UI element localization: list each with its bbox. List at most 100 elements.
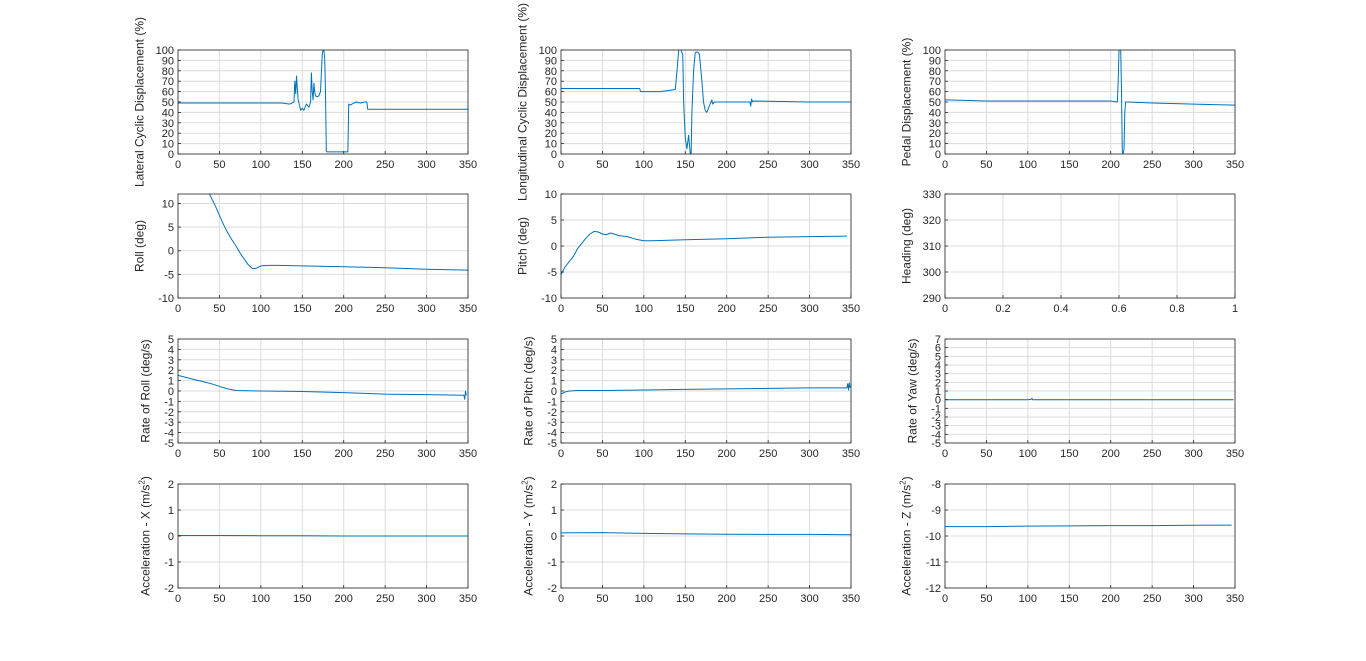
x-tick-label: 250 bbox=[759, 448, 777, 460]
series-line bbox=[561, 50, 851, 154]
x-tick-label: 0.8 bbox=[1169, 303, 1184, 315]
x-tick-label: 1 bbox=[1232, 303, 1238, 315]
y-tick-label: 330 bbox=[923, 189, 941, 201]
y-tick-label: -5 bbox=[164, 269, 174, 281]
x-tick-label: 50 bbox=[213, 303, 225, 315]
y-axis-label: Roll (deg) bbox=[132, 220, 146, 272]
x-tick-label: 200 bbox=[1102, 448, 1120, 460]
y-tick-label: 50 bbox=[162, 97, 174, 109]
y-tick-label: -5 bbox=[164, 438, 174, 450]
x-tick-label: 300 bbox=[800, 593, 818, 605]
x-tick-label: 300 bbox=[417, 159, 435, 171]
y-tick-label: 7 bbox=[935, 334, 941, 346]
x-tick-label: 150 bbox=[1060, 593, 1078, 605]
y-tick-label: 0 bbox=[168, 149, 174, 161]
y-tick-label: -8 bbox=[931, 479, 941, 491]
subplot-1: 0 50 100 150 200 250 300 3500102030405060708090… bbox=[132, 17, 477, 187]
y-tick-label: 60 bbox=[545, 87, 557, 99]
y-tick-label: 80 bbox=[162, 66, 174, 78]
y-axis-label: Rate of Roll (deg/s) bbox=[139, 339, 153, 442]
x-tick-label: 0 bbox=[558, 593, 564, 605]
x-tick-label: 250 bbox=[759, 593, 777, 605]
y-axis-label: Acceleration - Z (m/s2) bbox=[898, 476, 913, 595]
y-tick-label: -1 bbox=[164, 396, 174, 408]
x-tick-label: 50 bbox=[596, 448, 608, 460]
subplot-7: 0 50 100 150 200 250 300 350-5-4-3-2-1012345Rat… bbox=[139, 334, 478, 460]
x-tick-label: 100 bbox=[252, 593, 270, 605]
x-tick-label: 50 bbox=[596, 159, 608, 171]
x-tick-label: 50 bbox=[596, 593, 608, 605]
y-tick-label: 70 bbox=[545, 76, 557, 88]
y-tick-label: -2 bbox=[164, 407, 174, 419]
x-tick-label: 150 bbox=[1060, 448, 1078, 460]
x-tick-label: 250 bbox=[1143, 593, 1161, 605]
y-tick-label: 310 bbox=[923, 241, 941, 253]
y-tick-label: -1 bbox=[931, 403, 941, 415]
y-tick-label: 5 bbox=[551, 334, 557, 346]
x-tick-label: 50 bbox=[980, 593, 992, 605]
y-tick-label: 90 bbox=[162, 55, 174, 67]
y-tick-label: 320 bbox=[923, 215, 941, 227]
x-tick-label: 0 bbox=[942, 159, 948, 171]
y-tick-label: 2 bbox=[168, 365, 174, 377]
x-tick-label: 200 bbox=[1102, 159, 1120, 171]
y-tick-label: 100 bbox=[539, 45, 557, 57]
x-tick-label: 150 bbox=[293, 159, 311, 171]
x-tick-label: 300 bbox=[800, 159, 818, 171]
x-tick-label: 300 bbox=[1184, 448, 1202, 460]
y-tick-label: 3 bbox=[551, 355, 557, 367]
y-tick-label: 20 bbox=[929, 128, 941, 140]
x-tick-label: 350 bbox=[842, 159, 860, 171]
y-tick-label: 0 bbox=[168, 386, 174, 398]
x-tick-label: 0 bbox=[558, 159, 564, 171]
x-tick-label: 250 bbox=[759, 303, 777, 315]
series-line bbox=[561, 382, 851, 395]
x-tick-label: 350 bbox=[842, 448, 860, 460]
x-tick-label: 150 bbox=[293, 303, 311, 315]
y-tick-label: 30 bbox=[545, 118, 557, 130]
x-tick-label: 100 bbox=[635, 593, 653, 605]
y-tick-label: -10 bbox=[925, 531, 941, 543]
x-tick-label: 300 bbox=[1184, 159, 1202, 171]
y-tick-label: 3 bbox=[168, 355, 174, 367]
x-tick-label: 200 bbox=[335, 593, 353, 605]
y-tick-label: 70 bbox=[929, 76, 941, 88]
x-tick-label: 100 bbox=[252, 159, 270, 171]
y-tick-label: 5 bbox=[168, 222, 174, 234]
subplot-12: 0 50 100 150 200 250 300 350 -12 -11 -10 -9 -8 Accele… bbox=[898, 476, 1244, 605]
y-axis-label: Rate of Pitch (deg/s) bbox=[522, 336, 536, 445]
x-tick-label: 100 bbox=[635, 303, 653, 315]
x-tick-label: 0 bbox=[942, 303, 948, 315]
series-line bbox=[178, 50, 468, 153]
x-tick-label: 100 bbox=[635, 448, 653, 460]
y-tick-label: 0 bbox=[168, 246, 174, 258]
x-tick-label: 50 bbox=[213, 159, 225, 171]
subplot-4: 0 50 100 150 200 250 300 350 -10 -5 0 5 10 Roll (deg) bbox=[132, 193, 477, 315]
y-tick-label: 100 bbox=[156, 45, 174, 57]
y-tick-label: 5 bbox=[551, 215, 557, 227]
x-tick-label: 250 bbox=[1143, 448, 1161, 460]
y-tick-label: -3 bbox=[547, 417, 557, 429]
y-axis-label: Acceleration - X (m/s2) bbox=[138, 476, 153, 596]
x-tick-label: 0 bbox=[558, 448, 564, 460]
y-tick-label: 1 bbox=[168, 505, 174, 517]
x-tick-label: 50 bbox=[596, 303, 608, 315]
y-tick-label: 4 bbox=[168, 344, 174, 356]
y-tick-label: 0 bbox=[935, 395, 941, 407]
x-tick-label: 0 bbox=[175, 159, 181, 171]
y-tick-label: 10 bbox=[545, 189, 557, 201]
subplot-3: 0 50 100 150 200 250 300 3500102030405060708090… bbox=[899, 38, 1244, 171]
y-axis-label: Heading (deg) bbox=[899, 208, 913, 284]
y-tick-label: 90 bbox=[929, 55, 941, 67]
x-tick-label: 300 bbox=[417, 303, 435, 315]
y-tick-label: 0 bbox=[935, 149, 941, 161]
y-tick-label: 10 bbox=[929, 139, 941, 151]
y-tick-label: -10 bbox=[541, 293, 557, 305]
x-tick-label: 100 bbox=[1019, 159, 1037, 171]
x-tick-label: 350 bbox=[459, 303, 477, 315]
y-tick-label: -2 bbox=[547, 407, 557, 419]
y-tick-label: -4 bbox=[547, 428, 557, 440]
subplot-11: 0 50 100 150 200 250 300 350 -2 -1 0 1 2 Acceleration… bbox=[521, 476, 861, 605]
y-tick-label: 5 bbox=[168, 334, 174, 346]
y-tick-label: 20 bbox=[162, 128, 174, 140]
